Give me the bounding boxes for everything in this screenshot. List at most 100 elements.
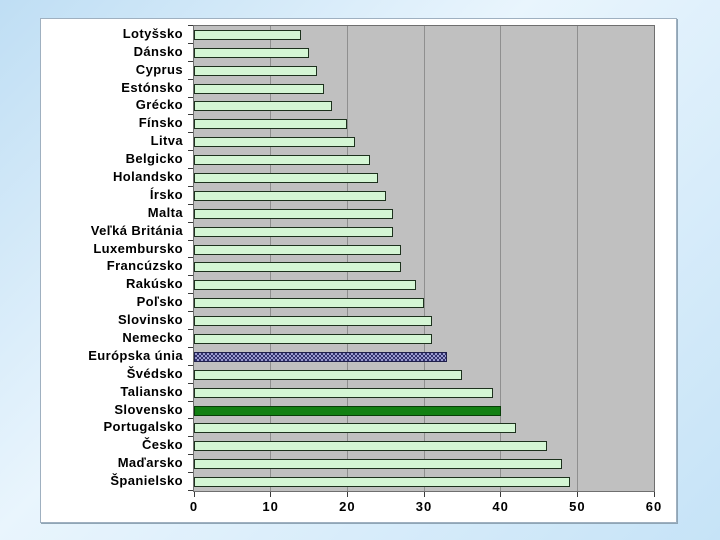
y-axis-tick (188, 472, 193, 473)
category-label: Malta (147, 204, 183, 220)
category-label: Francúzsko (106, 258, 183, 274)
bar (194, 298, 424, 309)
bar (194, 316, 432, 327)
x-axis-tick (576, 492, 578, 497)
y-axis-tick (188, 490, 193, 491)
category-label: Írsko (149, 186, 183, 202)
bar (194, 405, 501, 416)
category-label: Fínsko (138, 115, 183, 131)
x-tick-label: 10 (262, 499, 279, 514)
y-axis-tick (188, 275, 193, 276)
x-tick-label: 40 (492, 499, 509, 514)
category-label: Veľká Británia (90, 222, 183, 238)
x-axis-tick (346, 492, 348, 497)
x-tick-label: 20 (339, 499, 356, 514)
y-axis-tick (188, 257, 193, 258)
x-tick-label: 60 (645, 499, 663, 514)
y-axis-tick (188, 418, 193, 419)
gridline (270, 26, 272, 491)
bar (194, 190, 386, 201)
x-tick-label: 50 (569, 499, 586, 514)
y-axis-tick (188, 436, 193, 437)
bar (194, 173, 378, 184)
gridline (500, 26, 502, 491)
category-label: Portugalsko (103, 419, 183, 435)
category-label: Rakúsko (126, 276, 183, 292)
category-label: Maďarsko (117, 455, 183, 471)
bar (194, 423, 516, 434)
bar (194, 155, 371, 166)
bar (194, 244, 401, 255)
y-axis-tick (188, 329, 193, 330)
category-label: Slovinsko (117, 312, 183, 328)
bar (194, 226, 394, 237)
category-label: Slovensko (114, 401, 183, 417)
category-label: Litva (150, 133, 183, 149)
y-axis-tick (188, 311, 193, 312)
bar (194, 101, 332, 112)
bar (194, 119, 348, 130)
y-axis-tick (188, 61, 193, 62)
y-axis-tick (188, 454, 193, 455)
y-axis-tick (188, 293, 193, 294)
y-axis-tick (188, 43, 193, 44)
bar (194, 387, 493, 398)
y-axis-tick (188, 186, 193, 187)
bar (194, 351, 447, 362)
bar (194, 477, 570, 488)
x-axis-tick (653, 492, 655, 497)
y-axis-tick (188, 79, 193, 80)
bar (194, 83, 325, 94)
bar (194, 333, 432, 344)
category-label: Európska únia (88, 347, 183, 363)
category-label: Taliansko (120, 383, 183, 399)
x-axis-tick (423, 492, 425, 497)
y-axis-tick (188, 383, 193, 384)
category-label: Nemecko (122, 329, 183, 345)
category-label: Španielsko (110, 473, 183, 489)
bar (194, 280, 417, 291)
gridline (423, 26, 425, 491)
category-label: Česko (141, 437, 183, 453)
y-axis-tick (188, 204, 193, 205)
bar (194, 369, 463, 380)
category-label: Luxembursko (93, 240, 183, 256)
y-axis-tick (188, 132, 193, 133)
y-axis-tick (188, 168, 193, 169)
y-axis-tick (188, 240, 193, 241)
bar (194, 262, 401, 273)
y-axis-tick (188, 97, 193, 98)
category-label: Estónsko (121, 79, 183, 95)
bar (194, 441, 547, 452)
category-label: Grécko (135, 97, 183, 113)
y-axis-tick (188, 347, 193, 348)
y-axis-tick (188, 365, 193, 366)
category-label: Švédsko (126, 365, 183, 381)
category-label: Poľsko (136, 294, 183, 310)
bar (194, 29, 302, 40)
y-axis-tick (188, 114, 193, 115)
gridline (576, 26, 578, 491)
x-axis-tick (270, 492, 272, 497)
bar (194, 47, 309, 58)
category-label: Belgicko (125, 151, 183, 167)
bar (194, 208, 394, 219)
category-label: Cyprus (135, 61, 183, 77)
x-axis-tick (193, 492, 195, 497)
x-axis-tick (500, 492, 502, 497)
plot-area (193, 25, 655, 492)
y-axis-tick (188, 401, 193, 402)
y-axis-tick (188, 222, 193, 223)
gridline (346, 26, 348, 491)
chart-panel: Lotyšsko Dánsko Cyprus Estónsko Grécko Fínsko… (40, 18, 677, 523)
bar (194, 459, 562, 470)
category-label: Dánsko (133, 43, 183, 59)
y-axis-tick (188, 150, 193, 151)
x-tick-label: 30 (415, 499, 433, 514)
bar (194, 65, 317, 76)
category-label: Lotyšsko (122, 25, 183, 41)
x-tick-label: 0 (189, 499, 199, 514)
category-label: Holandsko (112, 169, 183, 185)
y-axis-tick (188, 25, 193, 26)
